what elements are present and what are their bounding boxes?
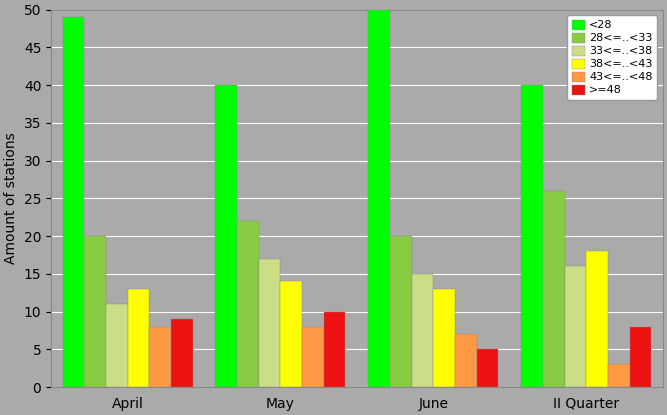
Bar	[412, 274, 434, 387]
Bar	[281, 281, 302, 387]
Bar	[323, 312, 346, 387]
Bar	[543, 191, 565, 387]
Legend: <28, 28<=..<33, 33<=..<38, 38<=..<43, 43<=..<48, >=48: <28, 28<=..<33, 33<=..<38, 38<=..<43, 43…	[567, 15, 657, 100]
Bar	[455, 334, 477, 387]
Bar	[84, 236, 106, 387]
Bar	[149, 327, 171, 387]
Bar	[368, 10, 390, 387]
Bar	[106, 304, 127, 387]
Y-axis label: Amount of stations: Amount of stations	[4, 132, 18, 264]
Bar	[237, 221, 259, 387]
Bar	[608, 364, 630, 387]
Bar	[522, 85, 543, 387]
Bar	[477, 349, 498, 387]
Bar	[63, 17, 84, 387]
Bar	[171, 319, 193, 387]
Bar	[630, 327, 652, 387]
Bar	[259, 259, 281, 387]
Bar	[215, 85, 237, 387]
Bar	[127, 289, 149, 387]
Bar	[302, 327, 323, 387]
Bar	[565, 266, 586, 387]
Bar	[390, 236, 412, 387]
Bar	[586, 251, 608, 387]
Bar	[434, 289, 455, 387]
